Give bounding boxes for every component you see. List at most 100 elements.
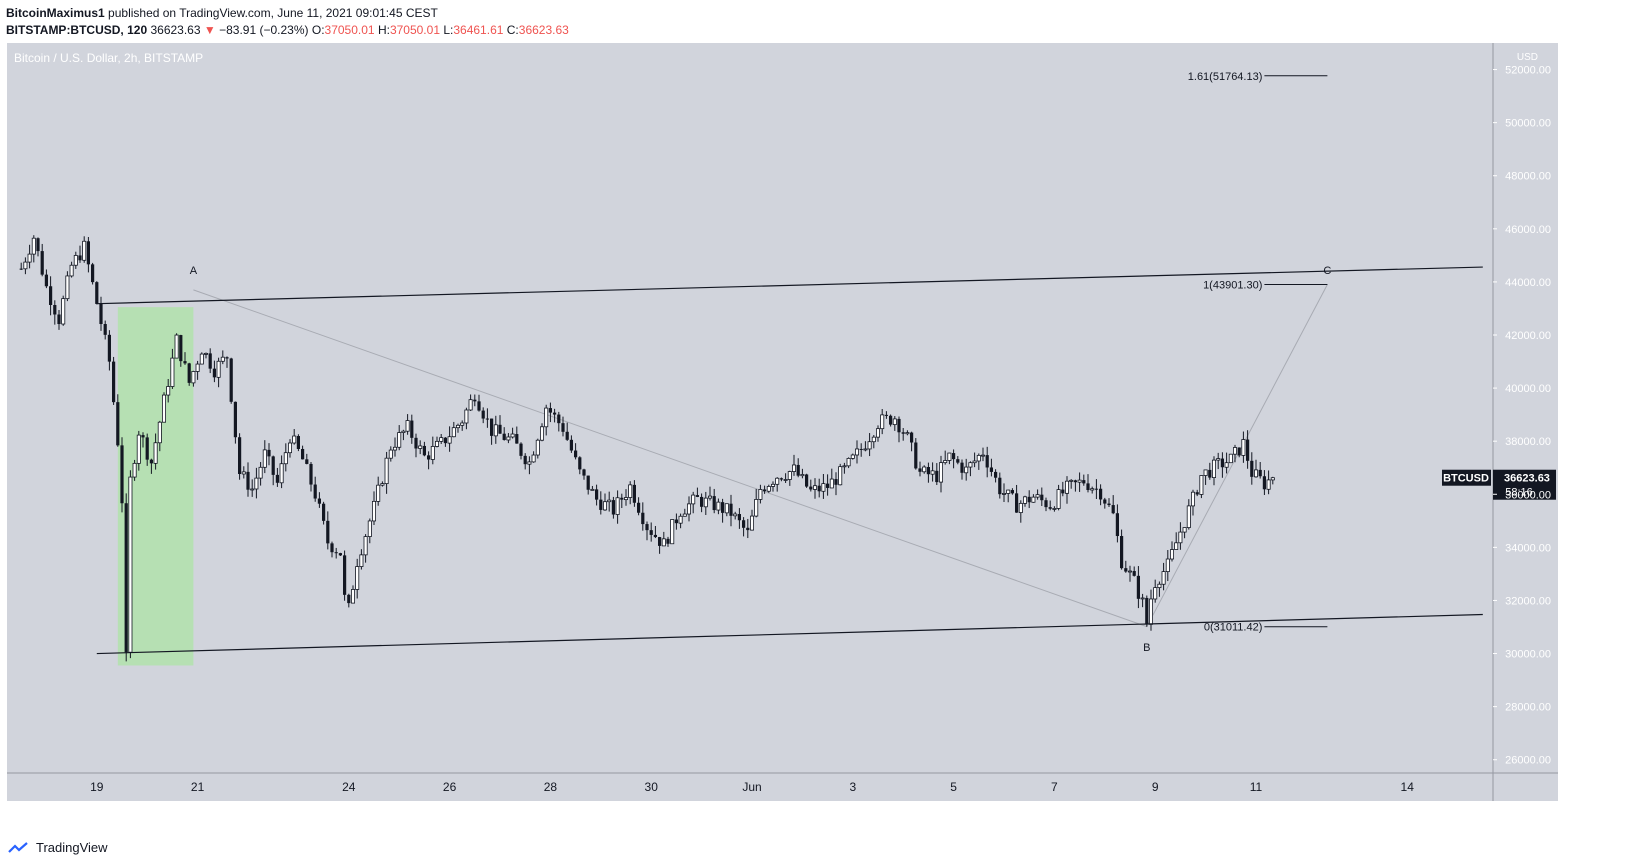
candle-body-up: [821, 483, 826, 492]
candle-body-up: [976, 454, 981, 462]
candle-body-up: [439, 437, 444, 442]
candle-body-down: [40, 251, 44, 275]
candle-body-up: [943, 460, 948, 464]
candle-body-up: [687, 503, 692, 515]
candle-body-up: [166, 386, 171, 396]
candle-body-up: [733, 513, 738, 517]
candle-body-up: [250, 488, 255, 491]
author-name[interactable]: BitcoinMaximus1: [6, 6, 105, 20]
candle-body-down: [515, 434, 519, 444]
x-tick-label: 3: [849, 780, 856, 794]
candle-body-down: [746, 527, 750, 531]
candle-body-up: [1023, 496, 1028, 504]
candle-body-down: [553, 412, 557, 415]
x-tick-label: 7: [1051, 780, 1058, 794]
y-tick-label: 50000.00: [1505, 118, 1551, 130]
candle-body-down: [36, 238, 40, 252]
candle-body-up: [376, 484, 381, 502]
candle-body-down: [658, 537, 662, 546]
x-tick-label: 14: [1401, 780, 1415, 794]
candle-body-down: [796, 464, 800, 476]
candle-body-up: [624, 497, 629, 501]
candle-body-up: [451, 427, 456, 438]
candle-body-down: [645, 524, 649, 531]
candle-body-up: [1090, 488, 1095, 491]
candle-body-up: [61, 298, 66, 325]
candle-body-down: [19, 268, 23, 270]
candle-body-down: [1132, 571, 1136, 576]
time-axis-background: [7, 773, 1558, 801]
candle-body-down: [901, 432, 905, 434]
tradingview-logo[interactable]: TradingView: [8, 840, 108, 855]
candle-body-down: [238, 437, 242, 474]
candle-body-up: [1224, 462, 1229, 468]
candle-body-up: [1266, 479, 1271, 490]
candle-body-down: [183, 361, 187, 364]
candle-body-down: [124, 503, 128, 653]
candle-body-down: [53, 305, 57, 315]
candle-body-down: [935, 470, 939, 483]
candle-body-up: [939, 462, 944, 483]
candle-body-down: [729, 503, 733, 516]
candle-body-down: [305, 459, 309, 464]
candle-body-up: [544, 407, 549, 428]
candle-body-down: [578, 457, 582, 470]
low-label: L:: [443, 23, 454, 37]
candle-body-up: [800, 474, 805, 477]
candle-body-up: [82, 240, 87, 261]
candle-body-down: [330, 543, 334, 553]
candle-body-down: [834, 479, 838, 485]
candle-body-up: [1052, 508, 1057, 510]
candle-body-up: [590, 488, 595, 491]
y-tick-label: 42000.00: [1505, 330, 1551, 342]
candle-body-up: [540, 426, 545, 441]
x-tick-label: 19: [90, 780, 104, 794]
candle-body-up: [279, 463, 284, 484]
candle-body-up: [23, 261, 28, 270]
x-tick-label: 21: [191, 780, 205, 794]
candle-body-down: [267, 449, 271, 457]
candle-body-up: [254, 477, 259, 490]
candle-body-down: [569, 439, 573, 451]
symbol-tag-label: BTCUSD: [1443, 473, 1489, 485]
candle-body-up: [506, 436, 511, 441]
candle-body-down: [1115, 513, 1119, 537]
y-tick-label: 46000.00: [1505, 224, 1551, 236]
candle-body-down: [326, 520, 330, 544]
candle-body-down: [674, 519, 678, 524]
candle-body-up: [792, 464, 797, 472]
candle-body-down: [897, 418, 901, 433]
x-tick-label: 30: [645, 780, 659, 794]
candle-body-down: [632, 484, 636, 503]
candle-body-up: [371, 500, 376, 522]
change-value: −83.91 (−0.23%): [219, 23, 309, 37]
candle-body-up: [287, 442, 292, 454]
candle-body-down: [519, 443, 523, 456]
open-label: O:: [311, 23, 325, 37]
candle-body-up: [527, 461, 532, 465]
candle-body-up: [603, 501, 608, 511]
candle-body-down: [1082, 480, 1086, 484]
candle-body-down: [586, 475, 590, 490]
candle-body-down: [338, 553, 342, 556]
chart-background: [7, 43, 1558, 773]
candle-body-up: [69, 264, 74, 277]
candle-body-up: [418, 445, 423, 449]
candle-body-down: [1040, 494, 1044, 501]
candle-body-up: [65, 275, 70, 300]
candle-body-down: [918, 468, 922, 472]
candle-body-up: [1128, 570, 1133, 573]
candle-body-up: [678, 515, 683, 524]
publish-info: BitcoinMaximus1 published on TradingView…: [6, 6, 438, 20]
last-price-tag-background: [1493, 469, 1556, 500]
low-value: 36461.61: [453, 23, 504, 37]
candle-body-up: [1182, 527, 1187, 533]
open-value: 37050.01: [324, 23, 375, 37]
candle-body-up: [1228, 453, 1233, 464]
candle-body-up: [964, 466, 969, 474]
candle-body-down: [49, 286, 53, 306]
wave-label: C: [1323, 265, 1331, 277]
candle-body-down: [1099, 488, 1103, 500]
candle-body-up: [430, 446, 435, 460]
